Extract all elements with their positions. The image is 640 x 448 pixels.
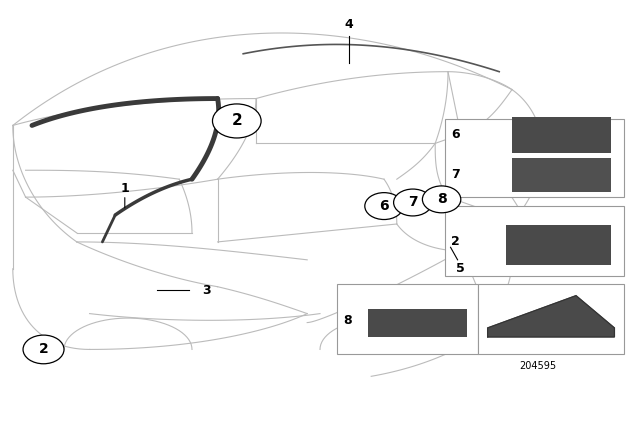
Circle shape: [212, 104, 261, 138]
Bar: [478, 284, 624, 354]
Text: 8: 8: [344, 314, 352, 327]
Bar: [337, 284, 478, 354]
Circle shape: [422, 186, 461, 213]
Bar: [368, 309, 467, 337]
Text: 2: 2: [451, 234, 460, 248]
Text: 5: 5: [456, 262, 465, 276]
Circle shape: [365, 193, 403, 220]
Bar: [512, 158, 611, 192]
Text: 8: 8: [436, 192, 447, 207]
Bar: [445, 119, 624, 197]
Bar: [506, 225, 611, 265]
Circle shape: [23, 335, 64, 364]
Polygon shape: [488, 296, 614, 337]
Text: 204595: 204595: [519, 361, 556, 370]
Text: 1: 1: [120, 181, 129, 195]
Circle shape: [394, 189, 432, 216]
Text: 3: 3: [202, 284, 211, 297]
Text: 7: 7: [451, 168, 460, 181]
Text: 6: 6: [451, 128, 460, 141]
Text: 4: 4: [344, 18, 353, 31]
Text: 2: 2: [38, 342, 49, 357]
Text: 6: 6: [379, 199, 389, 213]
Bar: [445, 206, 624, 276]
Bar: [512, 117, 611, 153]
Text: 7: 7: [408, 195, 418, 210]
Text: 2: 2: [232, 113, 242, 129]
